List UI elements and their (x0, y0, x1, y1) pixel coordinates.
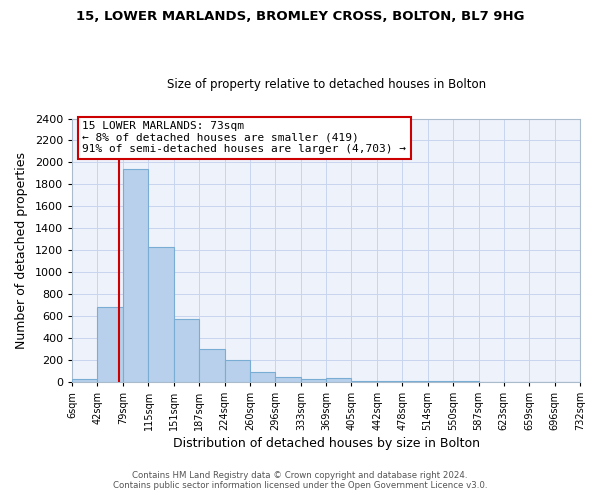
Bar (123, 169, 148, 382)
Bar (224, 360, 250, 382)
Text: Contains HM Land Registry data © Crown copyright and database right 2024.
Contai: Contains HM Land Registry data © Crown c… (113, 470, 487, 490)
Bar (326, 378, 351, 382)
Bar (148, 247, 173, 382)
Bar (301, 380, 326, 382)
Y-axis label: Number of detached properties: Number of detached properties (15, 152, 28, 348)
Bar (97, 307, 123, 382)
Text: 15 LOWER MARLANDS: 73sqm
← 8% of detached houses are smaller (419)
91% of semi-d: 15 LOWER MARLANDS: 73sqm ← 8% of detache… (82, 121, 406, 154)
Text: 15, LOWER MARLANDS, BROMLEY CROSS, BOLTON, BL7 9HG: 15, LOWER MARLANDS, BROMLEY CROSS, BOLTO… (76, 10, 524, 23)
Bar (199, 349, 224, 382)
Bar (173, 318, 199, 382)
Bar (275, 376, 301, 382)
X-axis label: Distribution of detached houses by size in Bolton: Distribution of detached houses by size … (173, 437, 479, 450)
Bar (403, 381, 428, 382)
Bar (377, 381, 403, 382)
Bar (72, 380, 97, 382)
Bar (250, 372, 275, 382)
Bar (351, 380, 377, 382)
Title: Size of property relative to detached houses in Bolton: Size of property relative to detached ho… (167, 78, 485, 91)
